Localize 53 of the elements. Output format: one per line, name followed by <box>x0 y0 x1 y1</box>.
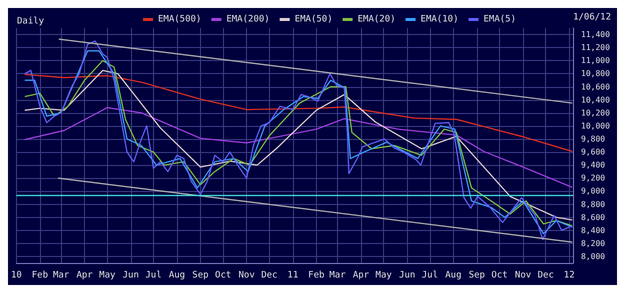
x-tick-label: Oct <box>215 270 232 280</box>
x-tick-label: Jul <box>422 270 438 280</box>
x-tick-label: Sep <box>468 270 485 280</box>
legend-label: EMA(20) <box>358 14 396 24</box>
y-tick-label: 10,600 <box>581 82 610 92</box>
y-tick-label: 10,400 <box>581 95 610 104</box>
y-tick-label: 8,000 <box>581 252 606 261</box>
x-tick-label: 12 <box>564 270 575 280</box>
y-tick-label: 8,400 <box>581 226 606 235</box>
legend-label: EMA(10) <box>420 14 458 24</box>
y-tick-label: 9,200 <box>581 174 606 183</box>
y-tick-label: 10,200 <box>581 108 610 118</box>
x-tick-label: Jun <box>399 270 416 280</box>
x-tick-label: May <box>99 270 116 280</box>
text: 1/06/12 <box>573 12 612 22</box>
x-tick-label: Dec <box>538 270 554 280</box>
line-series <box>24 107 573 188</box>
x-tick-label: 11 <box>287 270 298 280</box>
y-tick-label: 9,000 <box>581 186 606 196</box>
x-tick-label: Mar <box>52 270 70 280</box>
y-tick-label: 10,000 <box>581 121 610 130</box>
line-series <box>24 74 573 152</box>
chart-title: Daily <box>17 16 45 26</box>
x-tick-label: Jul <box>145 270 162 280</box>
x-tick-label: 10 <box>10 270 22 280</box>
x-tick-label: Sep <box>192 270 209 280</box>
legend-label: EMA(200) <box>226 14 270 24</box>
x-tick-label: Aug <box>168 270 186 280</box>
x-tick-label: Apr <box>76 270 94 280</box>
x-tick-label: Oct <box>491 270 508 280</box>
y-tick-label: 9,400 <box>581 160 606 170</box>
y-tick-label: 11,400 <box>581 30 610 40</box>
y-tick-label: 10,800 <box>581 69 610 78</box>
y-tick-label: 9,800 <box>581 134 606 144</box>
x-tick-label: Feb <box>308 270 324 280</box>
x-tick-label: Aug <box>445 270 462 280</box>
x-tick-label: May <box>376 270 392 280</box>
x-tick-label: Nov <box>238 270 255 280</box>
y-tick-label: 11,200 <box>581 43 610 52</box>
x-tick-label: Apr <box>352 270 370 280</box>
y-tick-label: 11,000 <box>581 56 610 66</box>
x-tick-label: Mar <box>329 270 346 280</box>
y-tick-label: 8,200 <box>581 238 606 248</box>
x-tick-label: Jun <box>122 270 139 280</box>
y-tick-label: 8,800 <box>581 200 606 209</box>
legend-label: EMA(50) <box>294 14 333 24</box>
x-tick-label: Dec <box>261 270 278 280</box>
x-tick-label: Nov <box>514 270 532 280</box>
legend-label: EMA(500) <box>158 14 202 24</box>
y-tick-label: 9,600 <box>581 148 606 157</box>
x-tick-label: Feb <box>32 270 48 280</box>
y-tick-label: 8,600 <box>581 212 606 222</box>
legend-label: EMA(5) <box>483 14 516 24</box>
